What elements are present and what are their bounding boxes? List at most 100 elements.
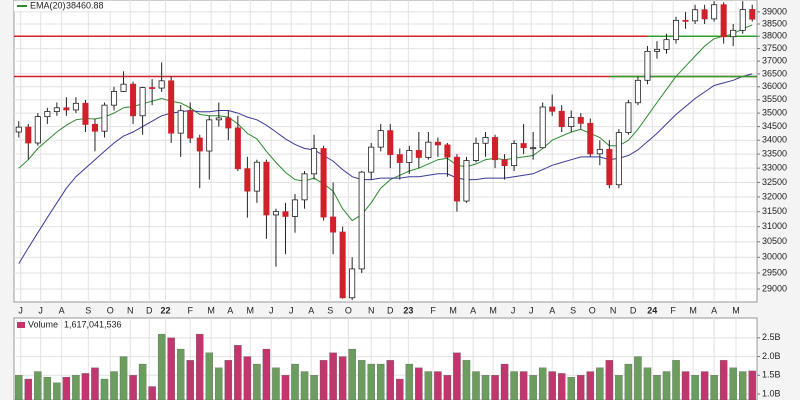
volume-bar [243,356,252,400]
volume-bar [367,363,375,400]
candle-body [415,150,422,158]
volume-bar [538,367,547,400]
volume-bar [510,371,518,400]
candle-body [244,168,251,192]
candle-body [463,160,470,202]
candle-body [663,39,670,50]
x-tick-label: D [387,305,394,315]
candle-body [330,216,337,233]
candle-body [15,126,22,133]
x-tick-label: M [449,305,457,315]
volume-bar [729,367,737,400]
candle-body [215,117,222,121]
volume-bar [157,333,166,400]
volume-bar [529,375,537,400]
volume-bar [24,378,33,400]
candle-body [644,50,651,81]
x-tick-label: A [308,305,314,315]
volume-bar [34,371,42,400]
candle-body [453,156,460,202]
volume-bar [138,363,147,400]
volume-plot [14,318,757,400]
volume-bar [653,375,661,400]
candle-body [234,127,241,170]
candle-body [368,146,375,173]
x-tick-label: A [711,305,717,315]
volume-bar [500,363,509,400]
candle-body [158,80,165,89]
volume-bar [53,382,61,400]
candle-body [615,132,622,186]
candle-body [91,124,98,132]
candle-body [520,143,527,149]
volume-bar [662,371,671,400]
y-tick-label: 2.0B [762,351,781,361]
candle-body [311,148,318,175]
volume-bar [615,375,623,400]
volume-bar [72,375,80,400]
volume-bar [196,333,204,400]
y-tick-label: 34500 [762,121,787,131]
x-tick-label: M [489,305,497,315]
volume-bar [415,367,423,400]
volume-title: Volume [28,319,58,329]
candle-body [301,173,308,201]
volume-bar [224,360,233,400]
candle-body [606,148,613,186]
y-tick-label: 38000 [762,31,787,41]
volume-bar [186,360,194,400]
volume-swatch [17,322,25,328]
candle-body [577,117,584,124]
x-tick-label: M [246,305,254,315]
y-tick-label: 32500 [762,177,787,187]
candle-body [282,211,289,217]
candle-body [339,231,346,299]
x-tick-label: J [18,305,23,315]
y-tick-label: 29000 [762,283,787,293]
volume-bar [234,345,242,400]
volume-bar [567,377,575,400]
candle-body [177,110,184,134]
y-tick-label: 29500 [762,267,787,277]
legend-label: EMA(20) [30,0,66,10]
volume-bar [272,367,280,400]
x-tick-label: F [187,305,193,315]
x-tick-label: O [107,305,114,315]
volume-bar [577,375,585,400]
x-tick-label: A [549,305,555,315]
legend-value: 38460.88 [66,0,104,10]
x-tick-label: 22 [160,305,170,315]
volume-bar [291,363,299,400]
volume-bar [558,373,566,400]
volume-bar [281,375,290,400]
volume-bar [348,348,356,400]
candle-body [701,9,708,20]
volume-bar [481,375,490,400]
volume-value: 1,617,041,536 [64,319,122,329]
volume-bar [710,375,718,400]
candle-body [692,9,699,22]
candle-body [406,150,413,163]
candle-body [387,130,394,156]
candle-body [272,211,279,216]
y-tick-label: 31500 [762,206,787,216]
volume-bar [586,371,595,400]
candle-body [653,48,661,52]
candle-body [444,144,451,158]
x-tick-label: F [430,305,436,315]
x-tick-label: M [207,305,215,315]
volume-bar [215,367,223,400]
candle-body [34,116,41,144]
x-tick-label: M [732,305,740,315]
volume-bar [262,348,271,400]
volume-bar [176,348,185,400]
candle-body [720,4,727,38]
volume-bar [329,352,337,400]
candle-body [472,142,480,161]
candle-body [377,130,384,148]
volume-bar [605,360,614,400]
volume-bar [15,375,23,400]
y-tick-label: 2.5B [762,332,781,342]
candle-body [63,107,70,111]
candle-body [530,147,537,150]
